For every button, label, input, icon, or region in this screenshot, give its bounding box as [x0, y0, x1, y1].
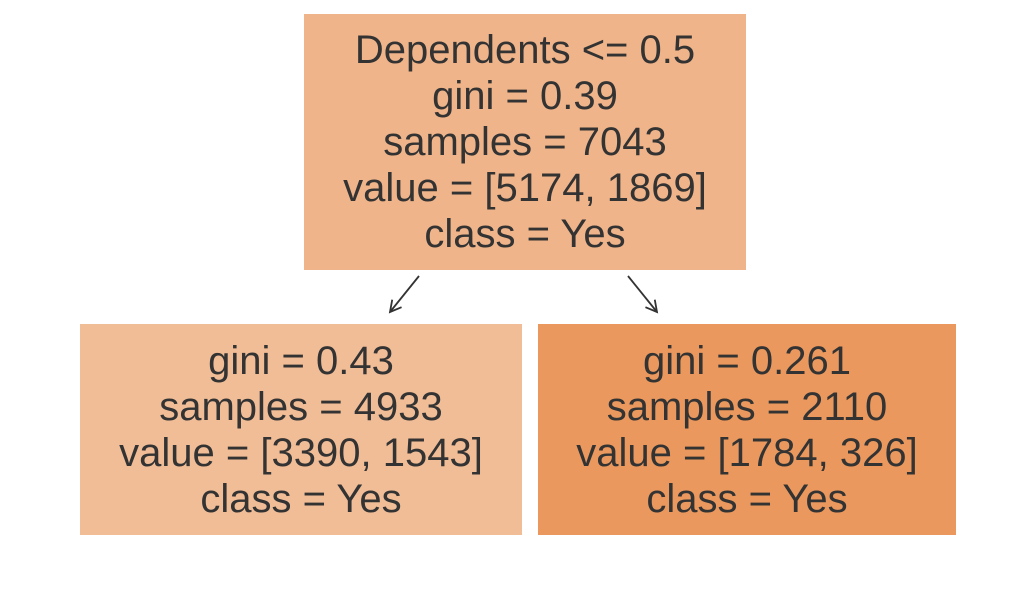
class-label: class = Yes — [424, 212, 626, 256]
class-label: class = Yes — [200, 476, 402, 521]
edge-root-to-right — [627, 275, 659, 314]
split-condition: Dependents <= 0.5 — [354, 28, 696, 72]
edge-root-to-left — [388, 275, 420, 314]
samples-value: samples = 2110 — [606, 384, 888, 429]
gini-value: gini = 0.43 — [208, 338, 394, 383]
value-array: value = [1784, 326] — [576, 430, 918, 475]
tree-node-root: Dependents <= 0.5 gini = 0.39 samples = … — [304, 14, 746, 270]
tree-node-left: gini = 0.43 samples = 4933 value = [3390… — [80, 324, 522, 535]
gini-value: gini = 0.39 — [432, 74, 618, 118]
tree-node-right: gini = 0.261 samples = 2110 value = [178… — [538, 324, 956, 535]
samples-value: samples = 7043 — [383, 120, 667, 164]
value-array: value = [3390, 1543] — [119, 430, 483, 475]
class-label: class = Yes — [646, 476, 848, 521]
samples-value: samples = 4933 — [159, 384, 443, 429]
value-array: value = [5174, 1869] — [343, 166, 707, 210]
gini-value: gini = 0.261 — [643, 338, 851, 383]
